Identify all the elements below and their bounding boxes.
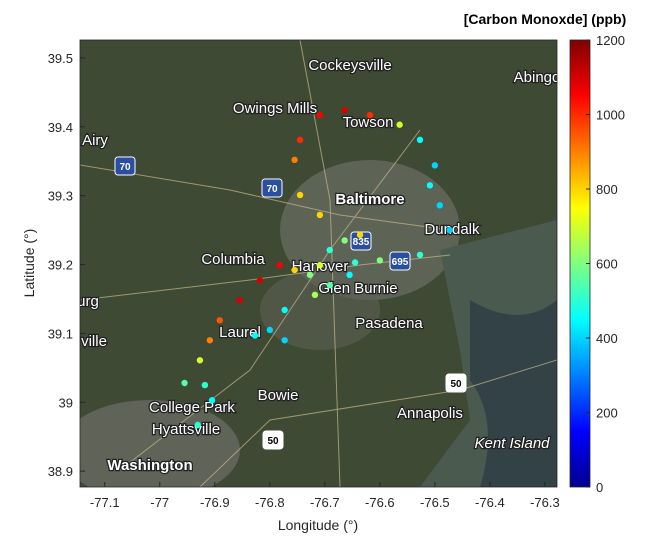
x-axis-label: Longitude (°): [278, 517, 358, 533]
track-point: [416, 136, 424, 144]
x-tick-label: -76.9: [200, 495, 230, 510]
map-label: Washington: [107, 457, 192, 474]
track-point: [316, 211, 324, 219]
track-point: [431, 162, 439, 169]
map-label: Hyattsville: [152, 421, 220, 438]
map-label: Cockeysville: [308, 57, 391, 74]
track-point: [311, 291, 319, 299]
track-point: [266, 326, 274, 334]
track-point: [316, 262, 324, 269]
track-point: [351, 259, 359, 266]
y-tick-label: 39.4: [48, 120, 73, 135]
track-point: [306, 271, 314, 279]
x-tick-label: -76.6: [365, 495, 395, 510]
track-point: [366, 111, 374, 119]
track-point: [346, 271, 353, 279]
track-point: [206, 337, 214, 344]
track-point: [291, 156, 298, 164]
track-point: [326, 246, 333, 254]
map-label: Kent Island: [474, 435, 550, 452]
road-shield: [262, 430, 284, 450]
track-point: [316, 111, 324, 119]
x-tick-label: -77.1: [90, 495, 120, 510]
track-point: [276, 262, 283, 269]
road-shield-label: 835: [353, 237, 370, 248]
x-tick-label: -76.5: [420, 495, 450, 510]
track-point: [376, 257, 384, 264]
track-point: [251, 332, 259, 339]
track-point: [281, 337, 288, 344]
map-label: ville: [81, 333, 107, 350]
x-tick-label: -76.4: [475, 495, 505, 510]
x-tick-label: -76.7: [310, 495, 340, 510]
map-label: Towson: [343, 114, 394, 131]
track-point: [291, 266, 298, 274]
colorbar-tick-label: 600: [596, 257, 618, 272]
track-point: [396, 121, 403, 128]
colorbar-tick-label: 400: [596, 331, 618, 346]
road-shield-label: 70: [266, 184, 278, 195]
map-label: Airy: [82, 132, 108, 149]
y-tick-label: 39.1: [48, 326, 73, 341]
y-tick-label: 39: [59, 395, 73, 410]
track-point: [296, 136, 304, 144]
y-tick-label: 39.2: [48, 258, 73, 273]
map-label: Laurel: [219, 324, 261, 341]
y-tick-label: 39.3: [48, 189, 73, 204]
map-label: Bowie: [258, 387, 299, 404]
track-point: [341, 237, 348, 244]
track-point: [326, 281, 333, 289]
x-tick-label: -77: [150, 495, 169, 510]
map-label: College Park: [149, 399, 235, 416]
road-shield-label: 70: [119, 162, 131, 173]
track-point: [296, 191, 304, 199]
map-label: Columbia: [201, 251, 265, 268]
map-label: Owings Mills: [233, 100, 317, 117]
track-point: [436, 202, 444, 209]
colorbar-tick-label: 800: [596, 182, 618, 197]
y-tick-label: 38.9: [48, 464, 73, 479]
road-shield-label: 50: [267, 436, 279, 447]
road-shield-label: 695: [392, 257, 409, 268]
map-label: urg: [77, 293, 99, 310]
map-label: Baltimore: [335, 191, 404, 208]
y-axis-label: Latitude (°): [21, 229, 37, 298]
colorbar-title: [Carbon Monoxde] (ppb): [464, 11, 627, 27]
track-point: [416, 251, 424, 259]
track-point: [196, 357, 204, 364]
map-label: Annapolis: [397, 405, 463, 422]
track-point: [256, 277, 264, 284]
road-shield: [389, 251, 411, 271]
track-point: [356, 231, 364, 239]
track-point: [181, 379, 188, 387]
track-point: [446, 226, 453, 234]
road-shield: [261, 178, 283, 198]
track-point: [216, 317, 223, 324]
track-point: [201, 381, 209, 389]
track-point: [341, 107, 348, 114]
track-point: [236, 297, 243, 304]
track-point: [426, 182, 434, 189]
road-shield-label: 50: [450, 379, 462, 390]
colorbar-tick-label: 1200: [596, 33, 625, 48]
track-point: [208, 397, 216, 404]
plot-frame: [79, 39, 558, 488]
x-tick-label: -76.3: [530, 495, 560, 510]
y-tick-label: 39.5: [48, 51, 73, 66]
map-label: Abingd: [514, 69, 561, 86]
colorbar-tick-label: 1000: [596, 108, 625, 123]
track-point: [281, 306, 288, 314]
x-tick-label: -76.8: [255, 495, 285, 510]
colorbar-tick-label: 0: [596, 480, 603, 495]
road-shield: [445, 373, 467, 393]
colorbar-tick-label: 200: [596, 406, 618, 421]
road-shield: [114, 156, 136, 176]
track-point: [194, 421, 201, 429]
map-label: Glen Burnie: [318, 280, 397, 297]
map-label: Pasadena: [355, 315, 423, 332]
